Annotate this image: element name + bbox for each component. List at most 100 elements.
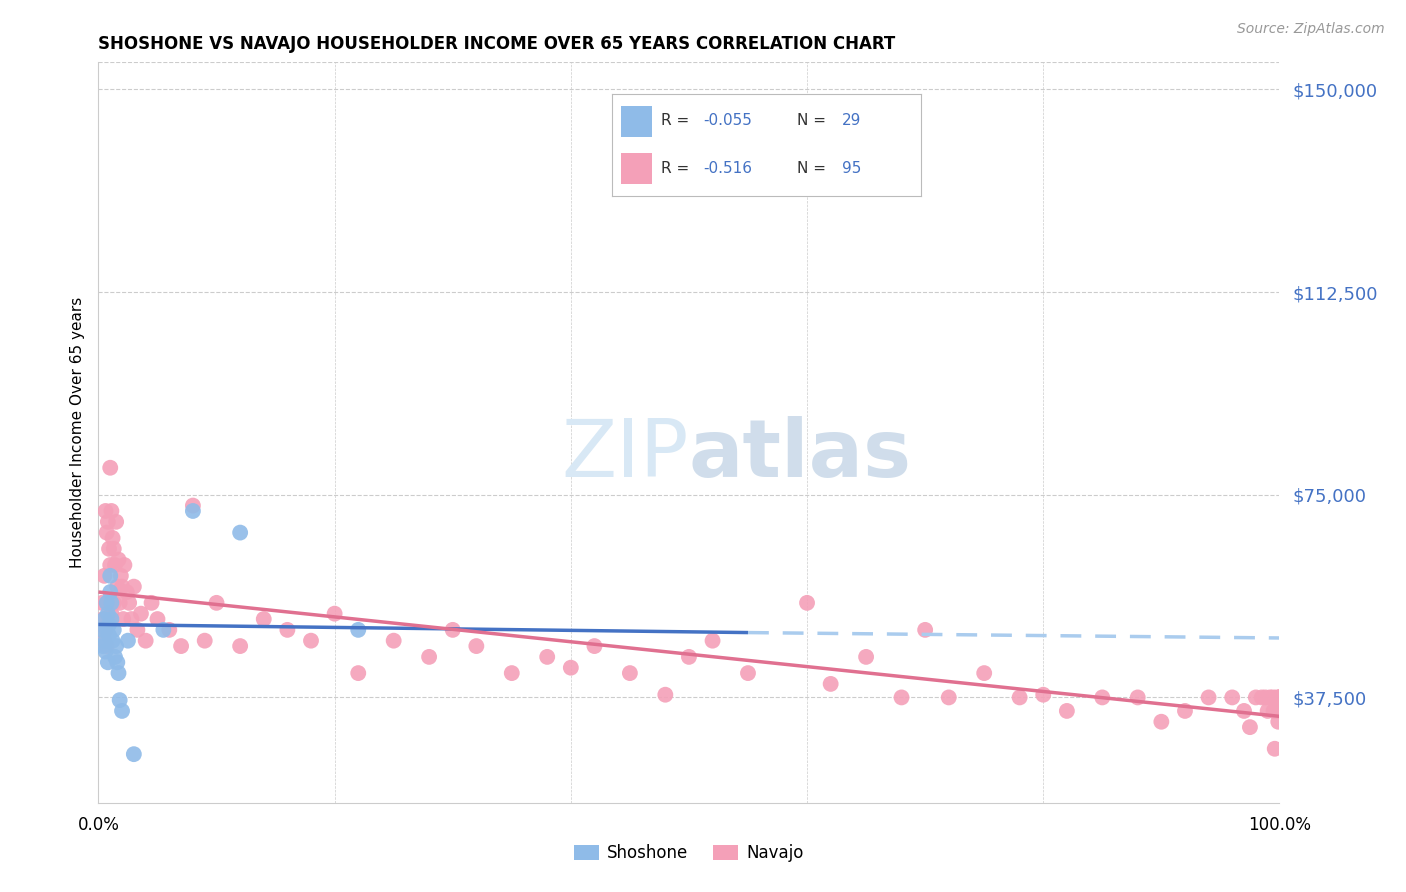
Point xyxy=(98,612,121,626)
Point xyxy=(94,644,117,658)
Point xyxy=(101,531,124,545)
Point xyxy=(1233,704,1256,718)
Point xyxy=(229,639,252,653)
Point xyxy=(152,623,174,637)
Point xyxy=(111,580,134,594)
Point xyxy=(100,612,122,626)
Point xyxy=(96,525,118,540)
Point xyxy=(96,623,118,637)
Point xyxy=(1268,704,1291,718)
Point xyxy=(1174,704,1197,718)
Point xyxy=(97,515,120,529)
Bar xyxy=(621,153,652,184)
Legend: Shoshone, Navajo: Shoshone, Navajo xyxy=(567,838,811,869)
Point xyxy=(170,639,193,653)
Point xyxy=(105,655,128,669)
Point xyxy=(93,633,115,648)
Point xyxy=(678,649,700,664)
Point xyxy=(1126,690,1149,705)
Point xyxy=(146,612,169,626)
Point xyxy=(1268,690,1291,705)
Point xyxy=(127,623,149,637)
Point xyxy=(98,541,121,556)
Point xyxy=(105,639,128,653)
Text: -0.055: -0.055 xyxy=(703,113,752,128)
Point xyxy=(103,623,125,637)
Y-axis label: Householder Income Over 65 years: Householder Income Over 65 years xyxy=(69,297,84,568)
Text: SHOSHONE VS NAVAJO HOUSEHOLDER INCOME OVER 65 YEARS CORRELATION CHART: SHOSHONE VS NAVAJO HOUSEHOLDER INCOME OV… xyxy=(98,35,896,53)
Point xyxy=(1264,690,1286,705)
Point xyxy=(98,558,121,572)
Text: N =: N = xyxy=(797,161,831,176)
Point xyxy=(111,704,134,718)
Point xyxy=(855,649,877,664)
Point xyxy=(181,499,204,513)
Point xyxy=(91,623,114,637)
Point xyxy=(229,525,252,540)
Point xyxy=(938,690,960,705)
Point xyxy=(973,666,995,681)
Point xyxy=(104,558,127,572)
Text: ZIP: ZIP xyxy=(561,416,689,494)
Point xyxy=(253,612,276,626)
Point xyxy=(115,585,138,599)
Point xyxy=(347,666,370,681)
Point xyxy=(702,633,724,648)
Point xyxy=(98,617,121,632)
Point xyxy=(91,612,114,626)
Point xyxy=(98,569,121,583)
Point xyxy=(1091,690,1114,705)
Point xyxy=(890,690,912,705)
Point xyxy=(107,666,129,681)
Point xyxy=(91,639,114,653)
Point xyxy=(129,607,152,621)
Point xyxy=(654,688,676,702)
Point xyxy=(1257,704,1279,718)
Point xyxy=(181,504,204,518)
Text: atlas: atlas xyxy=(689,416,912,494)
Point xyxy=(100,607,122,621)
Point xyxy=(112,558,135,572)
Point xyxy=(1268,690,1291,705)
Point xyxy=(121,612,143,626)
Point xyxy=(1261,690,1284,705)
Point xyxy=(418,649,440,664)
Point xyxy=(97,607,120,621)
Point xyxy=(118,596,141,610)
Point xyxy=(1254,690,1277,705)
Point xyxy=(94,633,117,648)
Point xyxy=(108,596,131,610)
Bar xyxy=(621,106,652,136)
Point xyxy=(382,633,405,648)
Point xyxy=(536,649,558,664)
Point xyxy=(1265,704,1288,718)
Point xyxy=(157,623,180,637)
Point xyxy=(914,623,936,637)
Point xyxy=(194,633,217,648)
Point xyxy=(1244,690,1267,705)
Point xyxy=(100,596,122,610)
Point xyxy=(101,633,124,648)
Point xyxy=(110,569,132,583)
Point xyxy=(820,677,842,691)
Point xyxy=(1258,690,1281,705)
Point xyxy=(1264,741,1286,756)
Point xyxy=(1268,690,1291,705)
Point xyxy=(103,596,125,610)
Text: R =: R = xyxy=(661,161,699,176)
Point xyxy=(98,628,121,642)
Point xyxy=(441,623,464,637)
Point xyxy=(1239,720,1261,734)
Point xyxy=(141,596,163,610)
Text: Source: ZipAtlas.com: Source: ZipAtlas.com xyxy=(1237,22,1385,37)
Point xyxy=(108,693,131,707)
Point xyxy=(1268,690,1291,705)
Point xyxy=(105,515,128,529)
Point xyxy=(94,623,117,637)
Point xyxy=(347,623,370,637)
Point xyxy=(737,666,759,681)
Point xyxy=(103,541,125,556)
Text: R =: R = xyxy=(661,113,695,128)
Point xyxy=(299,633,322,648)
Point xyxy=(1198,690,1220,705)
